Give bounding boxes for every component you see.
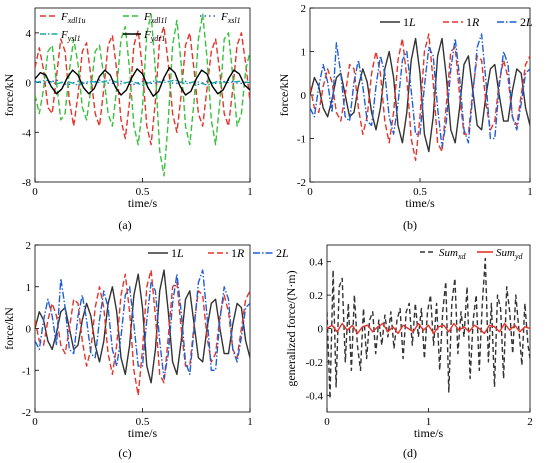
chart-panel-a: 0 0.5 1 -8 -4 0 4 time/s force/kN Fxdl1u Fxdl1l Fxs… xyxy=(2,7,253,232)
legend-label: 1R xyxy=(466,15,480,29)
y-tick-label: 2 xyxy=(301,3,307,15)
legend-label: Fydr1 xyxy=(143,29,165,43)
y-tick-label: 2 xyxy=(26,240,32,252)
series-line-2L xyxy=(35,269,250,380)
y-tick-label: 0 xyxy=(26,324,32,336)
y-tick-label: 0.4 xyxy=(309,257,323,269)
x-tick-label: 0 xyxy=(32,416,38,428)
y-tick-label: -0.4 xyxy=(306,390,324,402)
x-axis-label: time/s xyxy=(128,426,158,440)
legend-label: 1R xyxy=(231,246,245,260)
x-tick-label: 0.5 xyxy=(136,416,150,428)
y-tick-label: -0.2 xyxy=(306,357,323,369)
y-axis-label: generalized force/(N·m) xyxy=(284,270,298,386)
legend-label: Fxdl1u xyxy=(60,11,86,25)
series-line-xsl1 xyxy=(35,79,250,86)
series-line-1L xyxy=(35,269,250,384)
panel-label: (c) xyxy=(118,446,131,460)
chart-panel-d: 0 1 2 -0.4 -0.2 0 0.2 0.4 time/s generalized forc… xyxy=(284,244,533,460)
panel-label: (d) xyxy=(403,446,417,460)
series-line-2L xyxy=(310,33,530,148)
series-line-1R xyxy=(35,269,250,396)
x-tick-label: 2 xyxy=(527,416,533,428)
x-axis-label: time/s xyxy=(128,196,158,210)
x-tick-label: 1 xyxy=(247,416,253,428)
legend-label: 1L xyxy=(403,15,416,29)
series-line-ydr1 xyxy=(35,67,250,97)
y-tick-label: 1 xyxy=(301,47,307,59)
chart-panel-b: 0 0.5 1 -2 -1 0 1 2 time/s force/kN 1L 1R 2L (b) xyxy=(277,3,533,232)
series-line-xdl1l xyxy=(35,13,250,177)
legend-label: Sumyd xyxy=(496,247,524,261)
series-line-xd xyxy=(327,257,530,400)
x-tick-label: 0 xyxy=(324,416,330,428)
panel-label: (b) xyxy=(403,218,417,232)
x-tick-label: 1 xyxy=(247,186,253,198)
y-tick-label: -2 xyxy=(297,177,306,189)
x-tick-label: 1 xyxy=(527,186,533,198)
series-line-ysl1 xyxy=(35,79,250,86)
y-tick-label: 0 xyxy=(301,90,307,102)
y-tick-label: 0 xyxy=(26,78,32,90)
x-axis-label: time/s xyxy=(405,196,435,210)
y-tick-label: -1 xyxy=(297,134,306,146)
series-line-yd xyxy=(327,322,530,335)
x-tick-label: 0 xyxy=(307,186,313,198)
x-axis-label: time/s xyxy=(414,426,444,440)
x-tick-label: 1 xyxy=(426,416,432,428)
y-tick-label: -4 xyxy=(22,127,32,139)
y-tick-label: 0 xyxy=(318,324,324,336)
x-tick-label: 0 xyxy=(32,186,38,198)
legend-label: 1L xyxy=(171,246,184,260)
legend-label: Sumxd xyxy=(439,247,467,261)
y-tick-label: 4 xyxy=(26,28,32,40)
y-tick-label: -2 xyxy=(22,407,31,419)
y-axis-label: force/kN xyxy=(277,73,291,116)
y-axis-label: force/kN xyxy=(2,73,16,116)
y-tick-label: 0.2 xyxy=(309,290,323,302)
x-tick-label: 0.5 xyxy=(136,186,150,198)
legend-label: 2L xyxy=(276,246,289,260)
plot-area xyxy=(34,244,251,413)
series-line-xdl1u xyxy=(35,25,250,146)
legend-label: Fxsl1 xyxy=(220,11,241,25)
x-tick-label: 0.5 xyxy=(413,186,427,198)
panel-label: (a) xyxy=(118,218,131,232)
legend-label: Fxdl1l xyxy=(143,11,168,25)
y-tick-label: 1 xyxy=(26,282,32,294)
legend-label: Fysl1 xyxy=(60,29,81,43)
y-tick-label: -1 xyxy=(22,365,31,377)
plot-area xyxy=(326,244,531,413)
y-tick-label: -8 xyxy=(22,177,32,189)
chart-panel-c: 0 0.5 1 -2 -1 0 1 2 time/s force/kN 1L 1R 2L (c) xyxy=(2,240,289,460)
y-axis-label: force/kN xyxy=(2,307,16,350)
legend-label: 2L xyxy=(520,15,533,29)
series-line-1L xyxy=(310,37,530,153)
series-line-1R xyxy=(310,33,530,161)
